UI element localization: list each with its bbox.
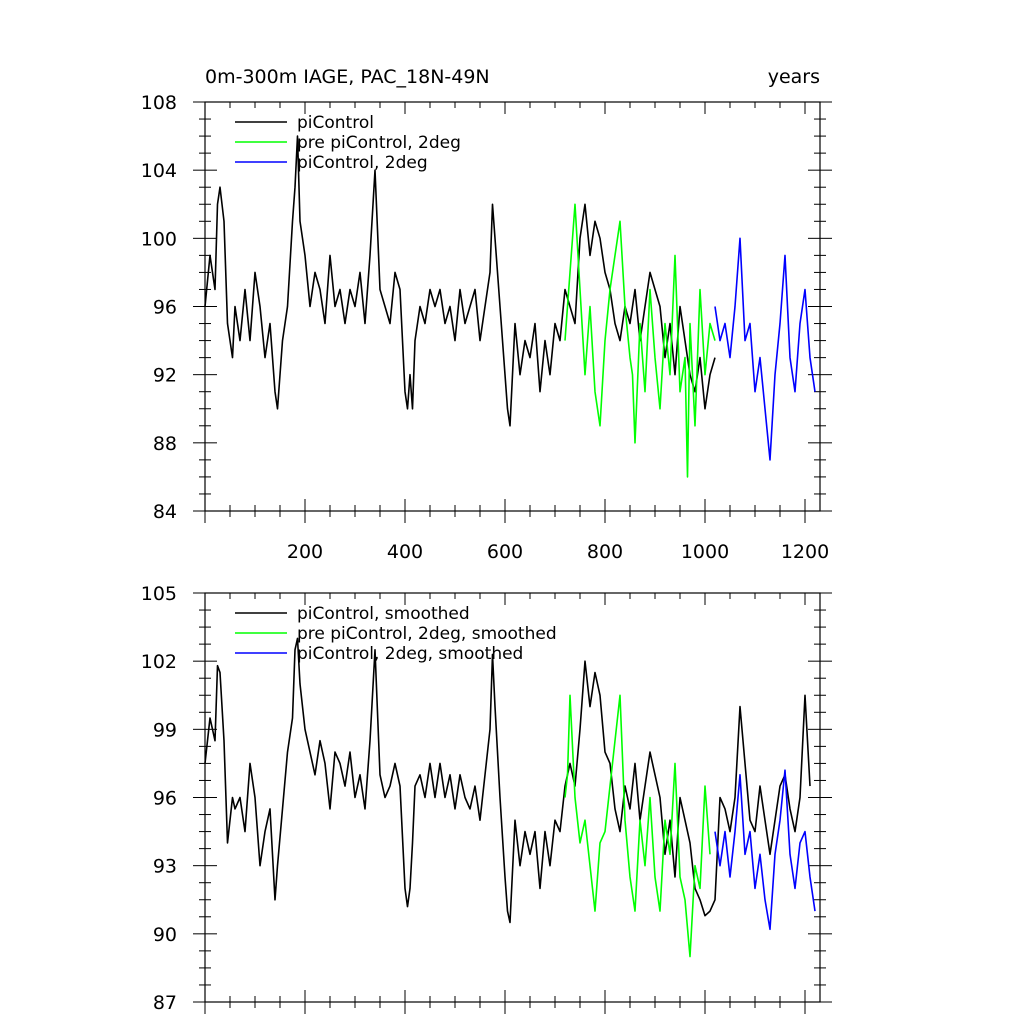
series-group <box>204 135 816 478</box>
y-tick-label: 96 <box>153 788 177 810</box>
legend-label: piControl, 2deg, smoothed <box>297 644 523 664</box>
legend-label: piControl, 2deg <box>297 153 428 173</box>
legend-label: pre piControl, 2deg <box>297 133 461 153</box>
y-tick-label: 99 <box>153 719 177 741</box>
y-tick-label: 92 <box>153 365 177 387</box>
y-tick-label: 96 <box>153 297 177 319</box>
y-tick-label: 87 <box>153 992 177 1014</box>
y-tick-label: 102 <box>141 651 177 673</box>
x-tick-label: 600 <box>487 541 523 563</box>
series-line-3 <box>714 769 816 931</box>
axis-ticks: 200 400 600 800 1000 1200 84 88 92 96 100 104 108 <box>141 92 832 563</box>
chart-title-units: years <box>768 66 820 88</box>
legend-label: piControl <box>297 113 374 133</box>
y-tick-label: 104 <box>141 160 177 182</box>
x-tick-label: 200 <box>287 541 323 563</box>
series-line-3 <box>714 237 816 461</box>
series-line-1 <box>204 135 716 427</box>
x-tick-label: 400 <box>387 541 423 563</box>
legend-label: piControl, smoothed <box>297 604 470 624</box>
series-line-1 <box>204 637 811 924</box>
y-tick-label: 100 <box>141 228 177 250</box>
y-tick-label: 108 <box>141 92 177 114</box>
x-tick-label: 1200 <box>781 541 829 563</box>
series-line-2 <box>564 203 716 478</box>
y-tick-label: 93 <box>153 856 177 878</box>
y-tick-label: 90 <box>153 924 177 946</box>
chart-title: 0m-300m IAGE, PAC_18N-49N <box>205 66 490 88</box>
axis-ticks: 87 90 93 96 99 102 105 <box>141 583 832 1014</box>
top-chart-panel: 0m-300m IAGE, PAC_18N-49N years 200 400 60… <box>141 66 832 563</box>
y-tick-label: 105 <box>141 583 177 605</box>
x-tick-label: 800 <box>587 541 623 563</box>
y-tick-label: 88 <box>153 433 177 455</box>
series-line-2 <box>564 694 711 958</box>
series-group <box>204 637 816 958</box>
bottom-chart-panel: 87 90 93 96 99 102 105 piControl, smoothedpre … <box>141 583 832 1014</box>
legend-label: pre piControl, 2deg, smoothed <box>297 624 557 644</box>
x-tick-label: 1000 <box>681 541 729 563</box>
y-tick-label: 84 <box>153 501 177 523</box>
